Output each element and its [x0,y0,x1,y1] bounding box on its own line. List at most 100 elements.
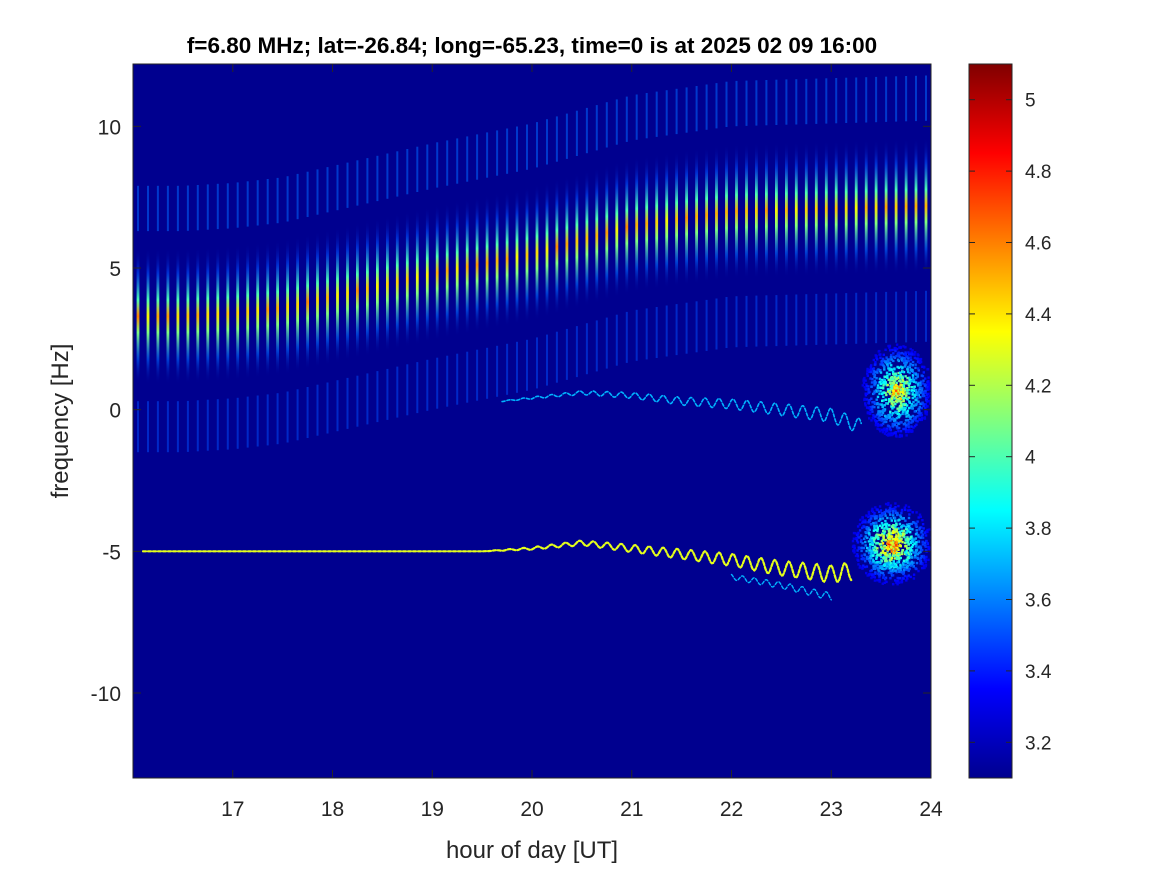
doppler-streak-faint [895,76,898,122]
blob-pixel [888,346,891,349]
blob-pixel [863,525,866,529]
blob-pixel [911,396,914,400]
blob-pixel [904,563,907,567]
colorbar-tick-label: 3.6 [1025,591,1051,612]
blob-pixel [924,534,928,537]
blob-pixel [884,348,887,351]
blob-pixel [901,540,904,544]
blob-pixel [863,537,866,540]
doppler-streak [366,220,369,357]
blob-pixel [900,508,904,512]
blob-pixel [869,562,873,565]
blob-pixel [908,364,912,367]
blob-pixel [925,555,928,559]
blob-pixel [911,563,914,566]
blob-pixel [887,390,890,393]
blob-pixel [892,385,895,389]
blob-pixel [922,392,925,396]
blob-pixel [928,381,931,385]
blob-pixel [904,425,908,428]
blob-pixel [869,555,873,558]
blob-pixel [887,432,890,435]
blob-pixel [919,515,922,518]
doppler-streak-faint [645,93,648,139]
blob-pixel [921,391,924,394]
doppler-streak [326,229,329,366]
doppler-streak-faint [436,142,439,188]
blob-pixel [885,420,888,424]
blob-pixel [924,410,927,413]
doppler-streak-faint [785,294,788,346]
doppler-streak-faint [645,308,648,360]
doppler-streak-faint [845,293,848,345]
blob-pixel [860,539,863,542]
x-tick-label: 24 [919,798,943,821]
blob-pixel [917,408,920,411]
blob-pixel [897,392,900,396]
blob-pixel [880,417,883,420]
blob-pixel [914,550,918,553]
blob-pixel [883,366,886,369]
blob-pixel [924,389,927,393]
blob-pixel [866,367,869,371]
blob-pixel [879,363,882,366]
blob-pixel [874,528,877,532]
blob-pixel [906,376,909,380]
blob-pixel [861,384,864,387]
blob-pixel [914,416,918,419]
blob-pixel [861,566,864,570]
blob-pixel [872,367,875,370]
colorbar-tick-label: 4 [1025,448,1036,469]
blob-pixel [883,510,886,514]
noise-blobs [851,343,931,586]
doppler-streak-faint [675,304,678,356]
blob-pixel [913,393,917,396]
blob-pixel [893,507,896,510]
blob-pixel [897,577,900,580]
blob-pixel [895,416,899,420]
blob-pixel [876,389,880,392]
blob-pixel [920,534,924,537]
blob-pixel [882,576,885,579]
blob-pixel [912,521,915,524]
blob-pixel [884,558,888,562]
blob-pixel [890,368,893,372]
blob-pixel [919,402,922,405]
blob-pixel [912,551,915,554]
blob-pixel [875,542,878,545]
doppler-streak-faint [226,183,229,229]
blob-pixel [898,544,901,547]
trace-near-minus-5 [141,539,853,584]
doppler-streak-faint [575,326,578,378]
blob-pixel [873,391,876,395]
doppler-streak-faint [775,79,778,125]
blob-pixel [901,396,904,400]
blob-pixel [918,513,922,516]
blob-pixel [885,546,888,550]
doppler-streak-faint [565,328,568,380]
blob-pixel [906,391,909,395]
blob-pixel [921,401,924,404]
doppler-streak [695,148,698,285]
blob-pixel [903,574,907,578]
blob-pixel [858,547,861,550]
blob-pixel [873,526,876,530]
doppler-streak-faint [546,119,548,165]
blob-pixel [890,535,893,538]
doppler-streak-faint [885,291,888,343]
blob-pixel [890,364,893,367]
doppler-streak-faint [835,293,838,345]
blob-pixel [919,391,922,394]
blob-pixel [875,398,878,401]
blob-pixel [908,392,911,395]
blob-pixel [889,556,892,559]
blob-pixel [902,345,905,348]
doppler-streak-faint [655,307,658,358]
blob-pixel [881,551,885,554]
blob-pixel [892,562,895,565]
blob-pixel [926,528,929,532]
doppler-streak-faint [526,124,528,170]
blob-pixel [897,579,900,583]
doppler-streak [884,138,888,275]
blob-pixel [893,356,897,359]
